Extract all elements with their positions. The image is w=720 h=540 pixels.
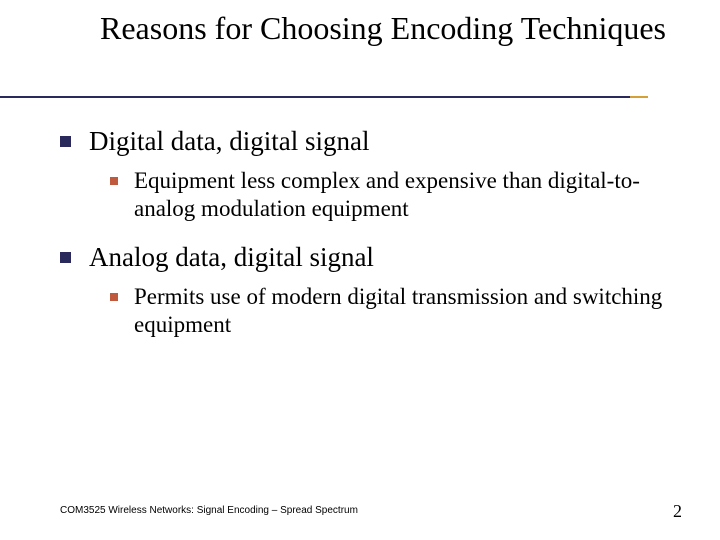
slide-content: Digital data, digital signal Equipment l… <box>60 125 670 356</box>
slide-title: Reasons for Choosing Encoding Techniques <box>100 10 680 47</box>
list-subitem: Equipment less complex and expensive tha… <box>110 167 670 222</box>
bullet-square-icon <box>110 293 118 301</box>
list-item-text: Digital data, digital signal <box>89 125 369 157</box>
list-subitem-text: Permits use of modern digital transmissi… <box>134 283 670 338</box>
list-item: Digital data, digital signal <box>60 125 670 157</box>
bullet-square-icon <box>60 252 71 263</box>
list-item-text: Analog data, digital signal <box>89 241 374 273</box>
list-subitem: Permits use of modern digital transmissi… <box>110 283 670 338</box>
title-underline-accent <box>630 96 648 98</box>
title-underline <box>0 96 630 98</box>
bullet-square-icon <box>110 177 118 185</box>
list-item: Analog data, digital signal <box>60 241 670 273</box>
bullet-square-icon <box>60 136 71 147</box>
list-subitem-text: Equipment less complex and expensive tha… <box>134 167 670 222</box>
footer-text: COM3525 Wireless Networks: Signal Encodi… <box>60 505 358 516</box>
page-number: 2 <box>673 501 682 522</box>
